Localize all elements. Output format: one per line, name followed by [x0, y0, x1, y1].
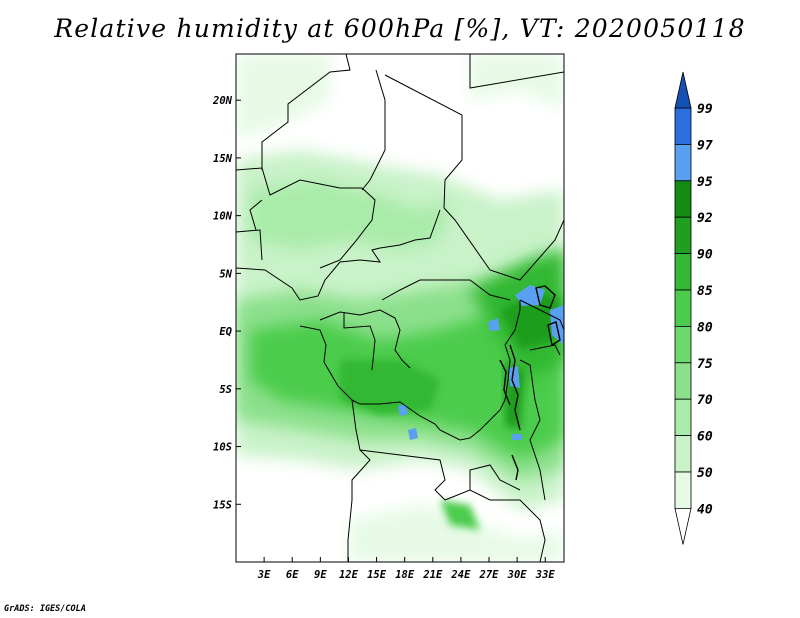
lon-tick-label: 3E — [257, 569, 271, 581]
colorbar-segment — [674, 398, 692, 437]
colorbar-label: 97 — [697, 138, 713, 153]
colorbar-segment — [674, 435, 692, 473]
lat-tick-label: 15S — [213, 499, 232, 511]
colorbar-label: 95 — [697, 175, 713, 190]
colorbar-label: 99 — [697, 102, 713, 117]
colorbar-segment — [674, 107, 692, 145]
lon-tick-label: 21E — [422, 569, 443, 581]
lat-tick-label: EQ — [219, 326, 232, 338]
high-humidity-spots — [398, 285, 564, 440]
colorbar-label: 70 — [697, 393, 713, 408]
map-plot-area — [235, 53, 565, 563]
colorbar-label: 80 — [697, 320, 713, 335]
colorbar-segment — [674, 253, 692, 291]
country-borders — [236, 54, 564, 562]
lon-tick-label: 9E — [314, 569, 327, 581]
colorbar-label: 92 — [697, 211, 713, 226]
colorbar-label: 75 — [697, 357, 713, 372]
lat-tick-label: 15N — [213, 153, 233, 165]
colorbar-segment — [674, 216, 692, 254]
lon-tick-label: 18E — [395, 569, 415, 581]
colorbar-max-arrow — [674, 71, 692, 109]
grads-credit: GrADS: IGES/COLA — [4, 604, 86, 614]
lon-tick-label: 6E — [286, 569, 299, 581]
colorbar-label: 85 — [697, 284, 713, 299]
colorbar-segment — [674, 362, 692, 400]
colorbar-label: 60 — [697, 430, 713, 445]
colorbar-min-arrow — [674, 508, 692, 545]
lat-tick-label: 5S — [219, 384, 232, 396]
lon-tick-label: 12E — [339, 569, 359, 581]
colorbar-segment — [674, 289, 692, 327]
lat-tick-label: 10S — [213, 442, 232, 454]
colorbar-segment — [674, 325, 692, 364]
colorbar-segment — [674, 180, 692, 218]
lon-tick-label: 33E — [535, 569, 556, 581]
lon-tick-label: 30E — [507, 569, 528, 581]
lon-tick-label: 27E — [479, 569, 500, 581]
colorbar-label: 90 — [697, 248, 713, 263]
lat-tick-label: 10N — [213, 211, 233, 223]
latitude-axis: 20N 15N 10N 5N EQ 5S 10S 15S — [212, 95, 241, 511]
lat-tick-label: 5N — [219, 268, 232, 280]
map-frame — [235, 53, 565, 563]
map-title: Relative humidity at 600hPa [%], VT: 202… — [54, 14, 746, 43]
lat-tick-label: 20N — [212, 95, 233, 107]
colorbar-segment — [674, 471, 692, 509]
colorbar: 99 97 95 92 90 85 80 75 70 60 50 40 — [674, 71, 713, 545]
colorbar-label: 40 — [697, 502, 713, 517]
lakes — [499, 285, 561, 481]
colorbar-label: 50 — [697, 466, 713, 481]
colorbar-segment — [674, 143, 692, 182]
longitude-axis: 3E 6E 9E 12E 15E 18E 21E 24E 27E 30E 33E — [257, 557, 556, 581]
lon-tick-label: 15E — [367, 569, 387, 581]
lon-tick-label: 24E — [450, 569, 471, 581]
